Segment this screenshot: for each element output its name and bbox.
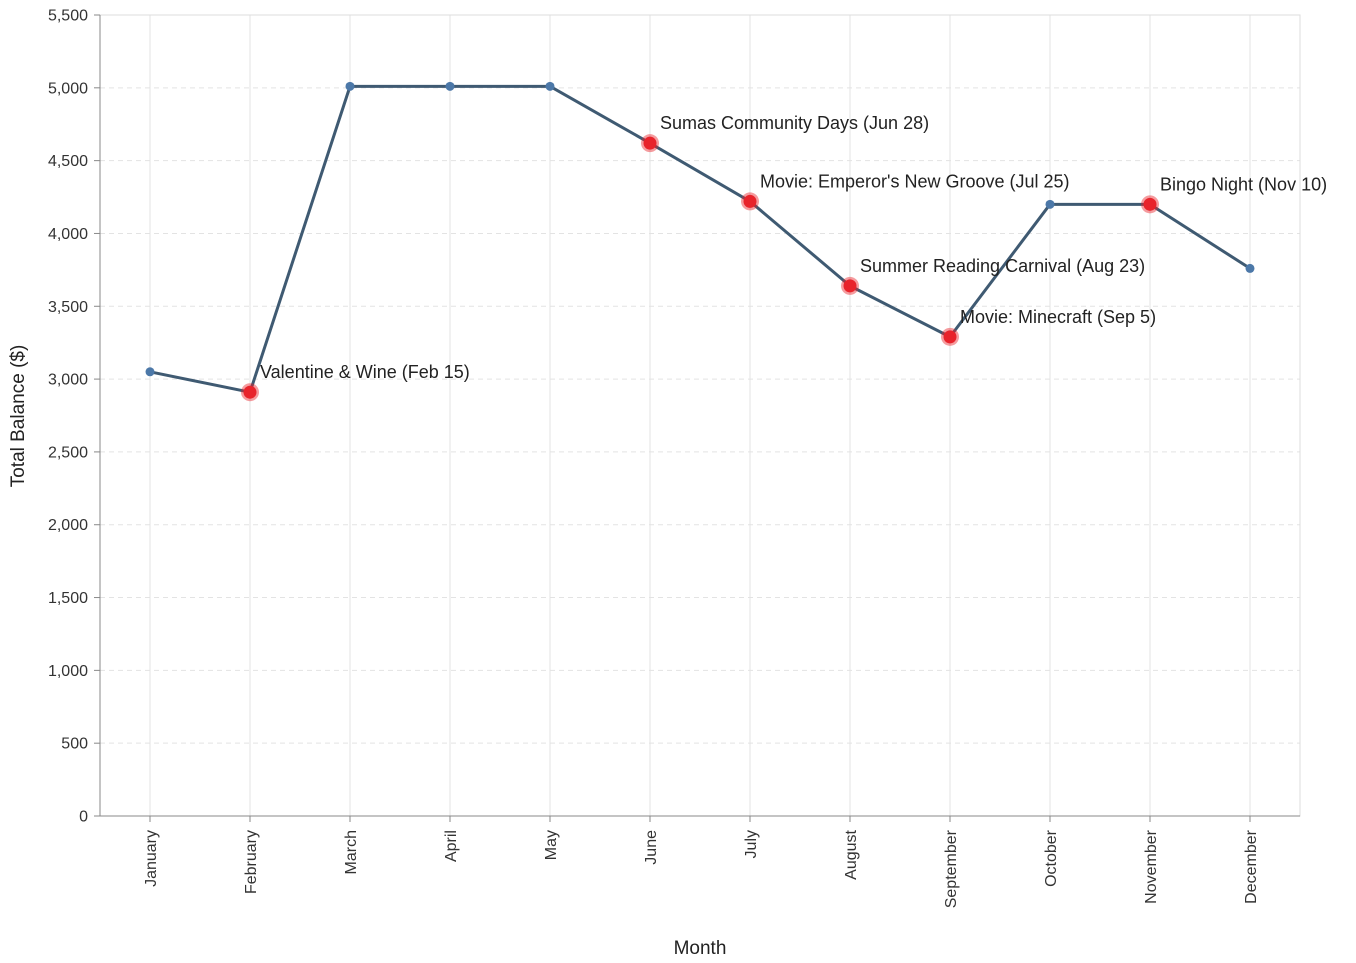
series-line (148, 84, 1252, 394)
event-annotation-label: Summer Reading Carnival (Aug 23) (860, 256, 1145, 276)
x-tick-label: December (1243, 829, 1260, 903)
x-tick-label: February (243, 830, 260, 894)
y-tick-label: 5,000 (48, 80, 88, 97)
y-tick-label: 1,500 (48, 590, 88, 607)
data-points (145, 81, 1255, 402)
data-point (145, 367, 155, 377)
x-axis-title: Month (674, 938, 727, 959)
data-point (1245, 263, 1255, 273)
axes (99, 14, 1301, 817)
y-tick-label: 2,500 (48, 444, 88, 461)
event-annotation-label: Movie: Minecraft (Sep 5) (960, 307, 1156, 327)
data-point (1045, 199, 1055, 209)
x-tick-label: October (1043, 829, 1060, 887)
x-axis-ticks: January February March April May June July Augu… (143, 816, 1260, 908)
x-tick-label: March (343, 830, 360, 874)
y-tick-label: 1,000 (48, 663, 88, 680)
x-tick-label: May (543, 830, 560, 860)
event-point (243, 385, 257, 399)
x-tick-label: August (843, 829, 860, 879)
event-point (743, 194, 757, 208)
event-annotation-label: Sumas Community Days (Jun 28) (660, 113, 929, 133)
x-tick-label: April (443, 830, 460, 862)
y-axis-title: Total Balance ($) (8, 345, 29, 488)
data-point (545, 81, 555, 91)
event-annotation-label: Movie: Emperor's New Groove (Jul 25) (760, 171, 1070, 191)
x-tick-label: November (1143, 829, 1160, 903)
event-point (843, 279, 857, 293)
plot-frame (99, 14, 1301, 817)
y-tick-label: 4,500 (48, 153, 88, 170)
event-point (643, 136, 657, 150)
y-tick-label: 500 (61, 736, 88, 753)
x-tick-label: January (143, 830, 160, 887)
event-annotation-label: Valentine & Wine (Feb 15) (260, 362, 470, 382)
event-point (943, 330, 957, 344)
data-point (345, 81, 355, 91)
y-tick-label: 0 (79, 809, 88, 826)
event-annotation-label: Bingo Night (Nov 10) (1160, 174, 1327, 194)
event-point (1143, 197, 1157, 211)
x-tick-label: June (643, 830, 660, 865)
series-line-group (148, 84, 1252, 394)
y-tick-label: 4,000 (48, 226, 88, 243)
x-tick-label: July (743, 830, 760, 858)
data-point (445, 81, 455, 91)
y-tick-label: 2,000 (48, 517, 88, 534)
event-annotations: Valentine & Wine (Feb 15) Sumas Community… (260, 113, 1327, 382)
y-tick-label: 3,500 (48, 299, 88, 316)
y-axis-ticks: 0 500 1,000 1,500 2,000 2,500 3,000 3,500 4,000 4… (48, 8, 100, 826)
x-tick-label: September (943, 829, 960, 908)
y-tick-label: 5,500 (48, 8, 88, 25)
y-tick-label: 3,000 (48, 372, 88, 389)
grid-lines (100, 14, 1300, 817)
